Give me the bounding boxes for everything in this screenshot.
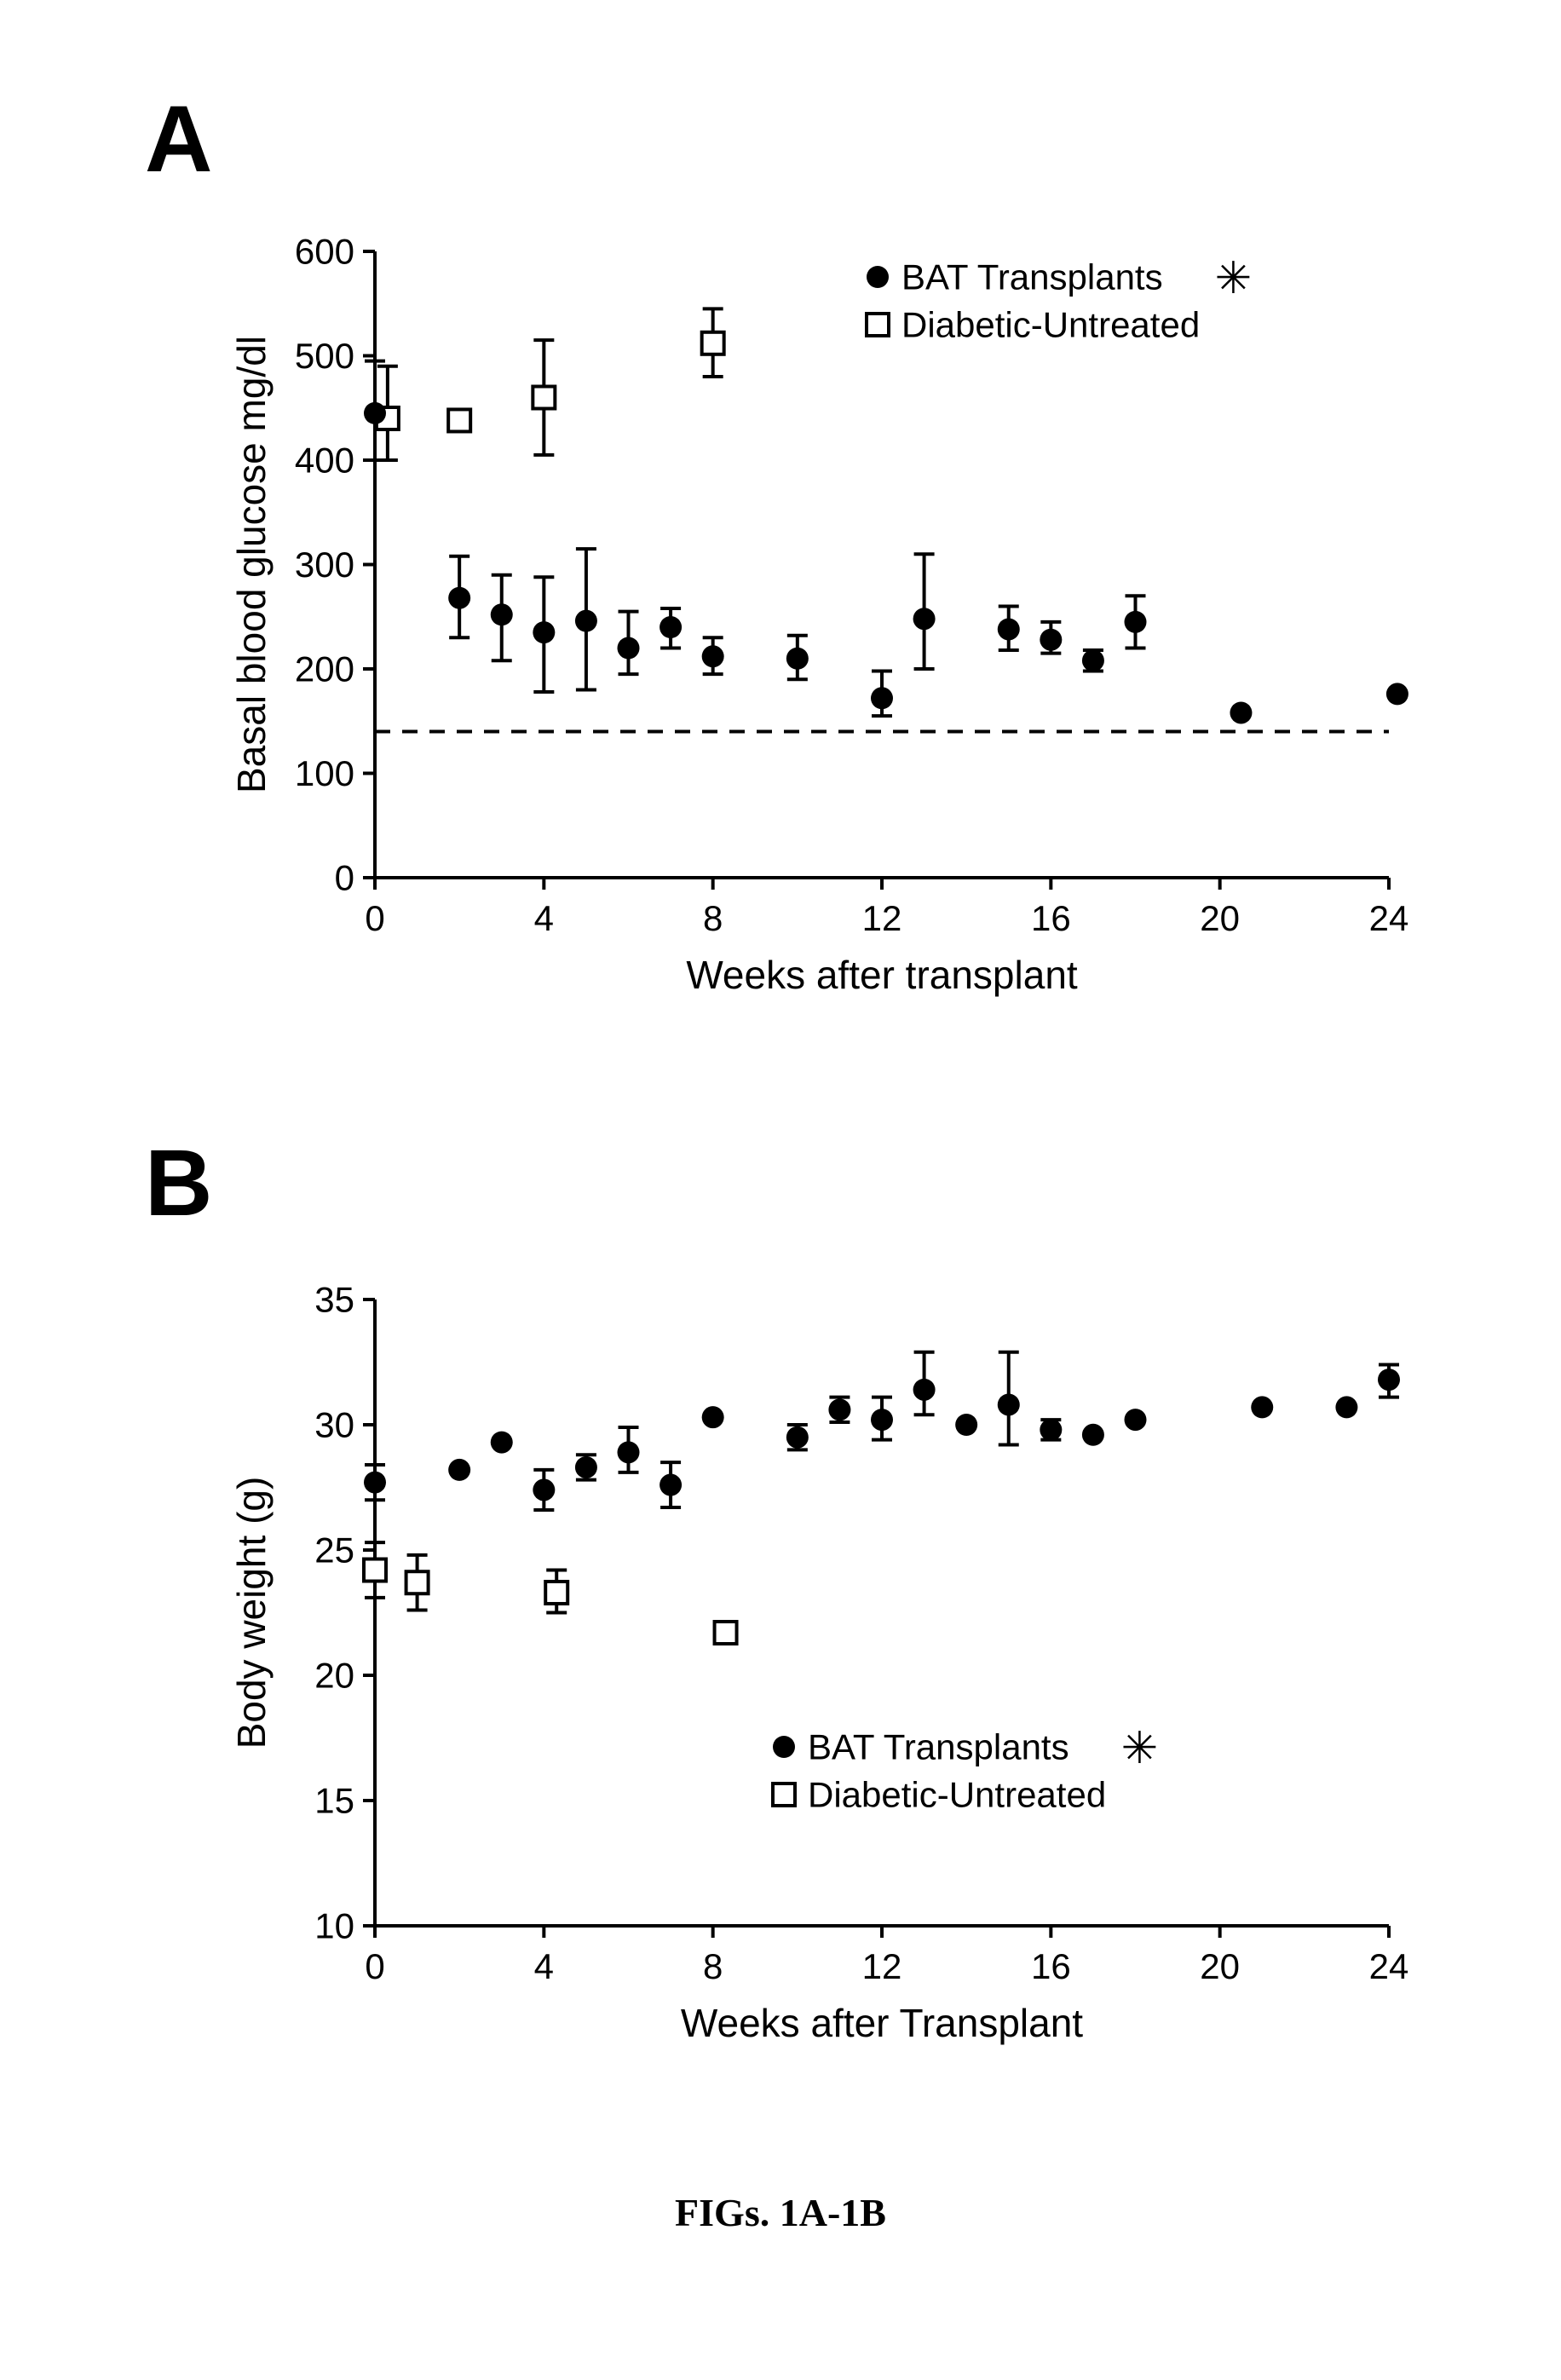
legend-label: Diabetic-Untreated	[808, 1775, 1106, 1815]
svg-text:8: 8	[703, 1946, 723, 1986]
series-bat-transplants	[364, 1352, 1400, 1510]
legend: BAT Transplants ✳ Diabetic-Untreated	[773, 1724, 1158, 1815]
svg-text:0: 0	[365, 898, 384, 938]
legend-label: BAT Transplants	[901, 257, 1163, 297]
svg-text:15: 15	[314, 1781, 354, 1821]
series-diabetic-untreated	[364, 1542, 737, 1644]
svg-text:25: 25	[314, 1530, 354, 1570]
svg-text:16: 16	[1031, 1946, 1071, 1986]
svg-text:8: 8	[703, 898, 723, 938]
svg-text:35: 35	[314, 1280, 354, 1320]
x-axis-label: Weeks after transplant	[686, 953, 1078, 997]
svg-text:10: 10	[314, 1906, 354, 1946]
series-bat-transplants	[364, 361, 1408, 724]
svg-text:500: 500	[295, 336, 354, 376]
svg-text:0: 0	[335, 858, 354, 898]
legend-label: Diabetic-Untreated	[901, 305, 1200, 345]
svg-text:24: 24	[1369, 1946, 1409, 1986]
svg-text:20: 20	[314, 1656, 354, 1696]
y-axis-label: Body weight (g)	[229, 1477, 274, 1749]
significance-star-icon: ✳	[1121, 1724, 1159, 1773]
panel-a-label: A	[145, 85, 212, 193]
svg-text:12: 12	[862, 1946, 902, 1986]
legend-label: BAT Transplants	[808, 1727, 1069, 1767]
svg-text:400: 400	[295, 441, 354, 481]
significance-star-icon: ✳	[1215, 254, 1253, 303]
series-diabetic-untreated	[377, 308, 724, 460]
svg-text:4: 4	[534, 898, 554, 938]
y-axis-label: Basal blood glucose mg/dl	[229, 336, 274, 793]
svg-text:600: 600	[295, 232, 354, 272]
svg-text:16: 16	[1031, 898, 1071, 938]
svg-text:24: 24	[1369, 898, 1409, 938]
figure-caption: FIGs. 1A-1B	[0, 2190, 1561, 2235]
x-axis-label: Weeks after Transplant	[681, 2001, 1083, 2045]
svg-text:0: 0	[365, 1946, 384, 1986]
panel-b-chart: 0 4 8 12 16 20 24 10 15 20 25 30 35 Weeks after Trans…	[128, 1236, 1449, 2088]
svg-text:4: 4	[534, 1946, 554, 1986]
panel-b-label: B	[145, 1129, 212, 1237]
svg-text:20: 20	[1200, 898, 1240, 938]
legend: BAT Transplants ✳ Diabetic-Untreated	[867, 254, 1252, 345]
svg-text:20: 20	[1200, 1946, 1240, 1986]
svg-text:30: 30	[314, 1405, 354, 1445]
svg-text:100: 100	[295, 753, 354, 793]
svg-text:300: 300	[295, 545, 354, 585]
panel-a-chart: 0 4 8 12 16 20 24 0 100 200 300 400 500 600 Weeks afte…	[128, 187, 1449, 1040]
figure-page: A 048121620240100200300400500600Weeks af…	[0, 0, 1561, 2380]
svg-text:12: 12	[862, 898, 902, 938]
svg-text:200: 200	[295, 649, 354, 689]
